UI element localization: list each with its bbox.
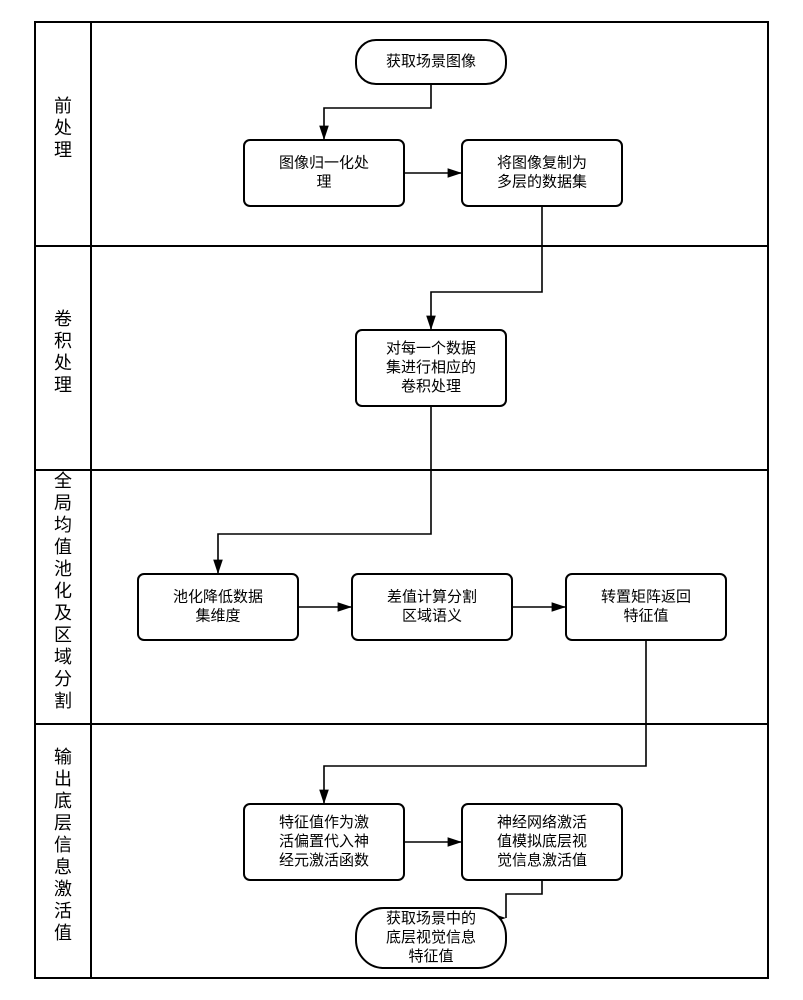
stage-label: 输出底层信息激活值 <box>54 747 72 943</box>
node-n1: 图像归一化处理 <box>244 140 404 206</box>
edge <box>431 206 542 330</box>
edge <box>324 84 431 140</box>
stage-label: 卷积处理 <box>54 309 72 395</box>
node-n9: 获取场景中的底层视觉信息特征值 <box>356 908 506 968</box>
node-text: 特征值作为激活偏置代入神经元激活函数 <box>279 814 369 869</box>
node-n8: 神经网络激活值模拟底层视觉信息激活值 <box>462 804 622 880</box>
edge <box>324 640 646 804</box>
node-text: 获取场景图像 <box>386 53 476 70</box>
node-n2: 将图像复制为多层的数据集 <box>462 140 622 206</box>
node-n0: 获取场景图像 <box>356 40 506 84</box>
edge <box>506 880 542 918</box>
edge <box>218 406 431 574</box>
stage-label: 前处理 <box>54 96 72 160</box>
stage-label: 全局均值池化及区域分割 <box>54 471 72 711</box>
node-n3: 对每一个数据集进行相应的卷积处理 <box>356 330 506 406</box>
node-text: 神经网络激活值模拟底层视觉信息激活值 <box>497 814 587 869</box>
flowchart: 前处理卷积处理全局均值池化及区域分割输出底层信息激活值 获取场景图像图像归一化处理… <box>0 0 803 1000</box>
node-n6: 转置矩阵返回特征值 <box>566 574 726 640</box>
node-n7: 特征值作为激活偏置代入神经元激活函数 <box>244 804 404 880</box>
node-n5: 差值计算分割区域语义 <box>352 574 512 640</box>
node-n4: 池化降低数据集维度 <box>138 574 298 640</box>
